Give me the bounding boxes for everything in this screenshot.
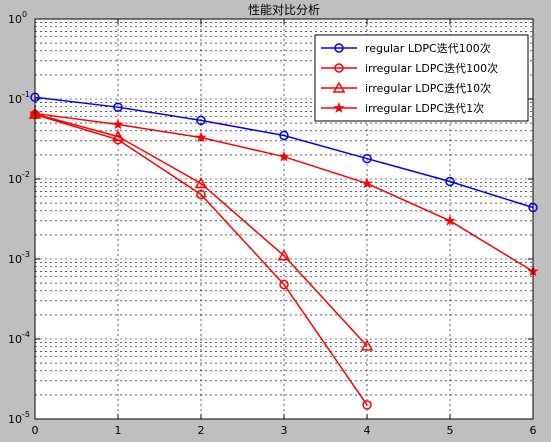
- data-point: [196, 189, 206, 200]
- data-point: [360, 339, 374, 351]
- y-tick-label: 10-1: [8, 90, 30, 106]
- ticks: 0 1 2 3 4 5 6 10-5 10-4 10-3 10-2 10-1 100: [8, 10, 537, 437]
- legend-entry: regular LDPC迭代100次: [321, 41, 491, 55]
- data-point: [195, 131, 207, 143]
- data-point: [444, 214, 456, 226]
- legend-entry: irregular LDPC迭代1次: [321, 101, 484, 115]
- data-point: [277, 249, 291, 261]
- x-tick-label: 6: [530, 424, 537, 437]
- series-line: [34, 96, 534, 209]
- legend-label: irregular LDPC迭代100次: [365, 61, 498, 75]
- data-point: [332, 81, 346, 93]
- y-tick-label: 10-3: [8, 250, 30, 266]
- data-point: [334, 63, 344, 73]
- data-point: [111, 129, 125, 142]
- series-layer: [28, 92, 539, 410]
- y-tick-label: 10-5: [8, 410, 30, 426]
- data-point: [362, 400, 372, 410]
- legend-label: regular LDPC迭代100次: [365, 41, 491, 55]
- data-point: [362, 153, 372, 164]
- y-tick-label: 100: [8, 10, 27, 26]
- x-tick-label: 0: [32, 424, 39, 437]
- data-point: [113, 102, 123, 112]
- x-tick-label: 5: [447, 424, 454, 437]
- data-point: [445, 176, 455, 187]
- legend-box: [314, 34, 529, 122]
- data-point: [333, 101, 345, 113]
- data-point: [279, 279, 289, 290]
- x-tick-label: 2: [198, 424, 205, 437]
- data-point: [361, 177, 373, 189]
- legend-entry: irregular LDPC迭代10次: [321, 81, 491, 95]
- data-point: [112, 118, 124, 130]
- x-tick-label: 1: [115, 424, 122, 437]
- data-point: [194, 176, 208, 189]
- data-point: [196, 115, 206, 126]
- y-tick-label: 10-2: [8, 170, 30, 186]
- data-point: [334, 43, 344, 53]
- legend-label: irregular LDPC迭代1次: [365, 101, 484, 115]
- legend-entry: irregular LDPC迭代100次: [321, 61, 498, 75]
- chart-title: 性能对比分析: [248, 3, 320, 17]
- data-point: [278, 150, 290, 162]
- legend: regular LDPC迭代100次 irregular LDPC迭代100次 ir…: [314, 34, 529, 122]
- data-point: [279, 130, 289, 141]
- series-line: [34, 113, 368, 347]
- series-line: [34, 113, 368, 406]
- series: [28, 107, 374, 351]
- x-tick-label: 4: [364, 424, 371, 437]
- y-tick-label: 10-4: [8, 330, 30, 346]
- legend-label: irregular LDPC迭代10次: [365, 81, 491, 95]
- x-tick-label: 3: [281, 424, 288, 437]
